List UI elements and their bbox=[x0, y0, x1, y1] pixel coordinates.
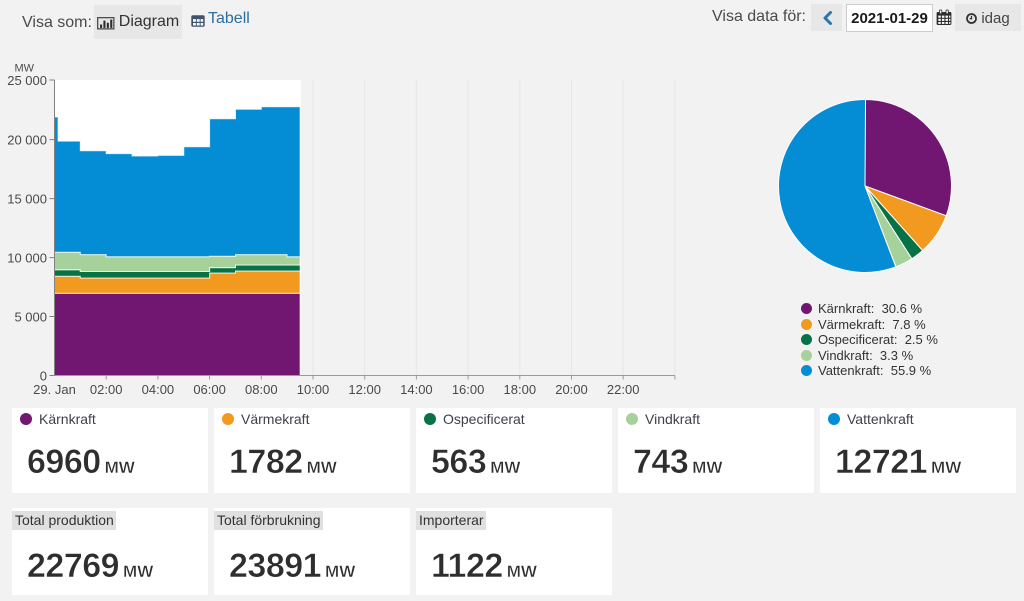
svg-text:04:00: 04:00 bbox=[142, 382, 175, 397]
svg-text:08:00: 08:00 bbox=[245, 382, 278, 397]
svg-text:12:00: 12:00 bbox=[348, 382, 381, 397]
svg-text:15 000: 15 000 bbox=[7, 192, 47, 207]
svg-text:16:00: 16:00 bbox=[452, 382, 485, 397]
svg-text:18:00: 18:00 bbox=[504, 382, 537, 397]
svg-text:20:00: 20:00 bbox=[555, 382, 588, 397]
svg-text:25 000: 25 000 bbox=[7, 73, 47, 88]
svg-text:5 000: 5 000 bbox=[14, 310, 47, 325]
svg-text:10:00: 10:00 bbox=[297, 382, 330, 397]
svg-text:20 000: 20 000 bbox=[7, 133, 47, 148]
svg-text:22:00: 22:00 bbox=[607, 382, 640, 397]
svg-text:02:00: 02:00 bbox=[90, 382, 123, 397]
svg-text:0: 0 bbox=[40, 369, 47, 384]
svg-text:14:00: 14:00 bbox=[400, 382, 433, 397]
svg-text:MW: MW bbox=[14, 63, 34, 75]
svg-text:29. Jan: 29. Jan bbox=[33, 382, 76, 397]
svg-text:06:00: 06:00 bbox=[193, 382, 226, 397]
svg-text:10 000: 10 000 bbox=[7, 251, 47, 266]
